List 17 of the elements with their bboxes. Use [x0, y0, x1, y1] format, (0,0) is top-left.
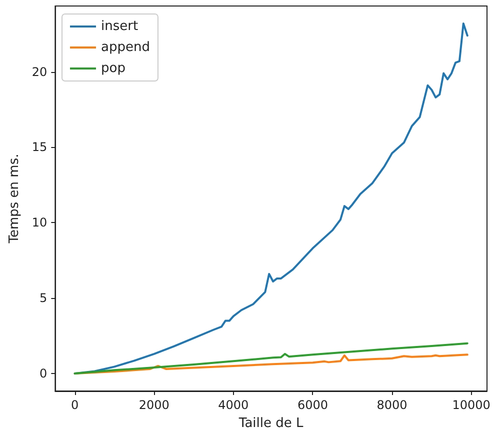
y-tick-label: 15 [32, 140, 48, 154]
x-tick-label: 8000 [376, 398, 408, 412]
legend-label: append [101, 40, 150, 55]
x-tick-label: 0 [70, 398, 79, 412]
x-tick-label: 10000 [452, 398, 490, 412]
x-tick-label: 6000 [297, 398, 328, 412]
y-axis-title: Temps en ms. [7, 154, 22, 244]
legend-label: pop [101, 61, 126, 76]
x-tick-label: 4000 [218, 398, 249, 412]
y-tick-label: 10 [32, 216, 48, 230]
y-tick-label: 20 [32, 64, 48, 79]
y-tick-label: 0 [40, 366, 48, 380]
line-series [74, 342, 468, 374]
x-axis-title: Taille de L [238, 416, 304, 431]
y-tick-label: 5 [40, 291, 48, 306]
legend-label: insert [101, 19, 138, 34]
x-tick-label: 2000 [138, 398, 170, 412]
